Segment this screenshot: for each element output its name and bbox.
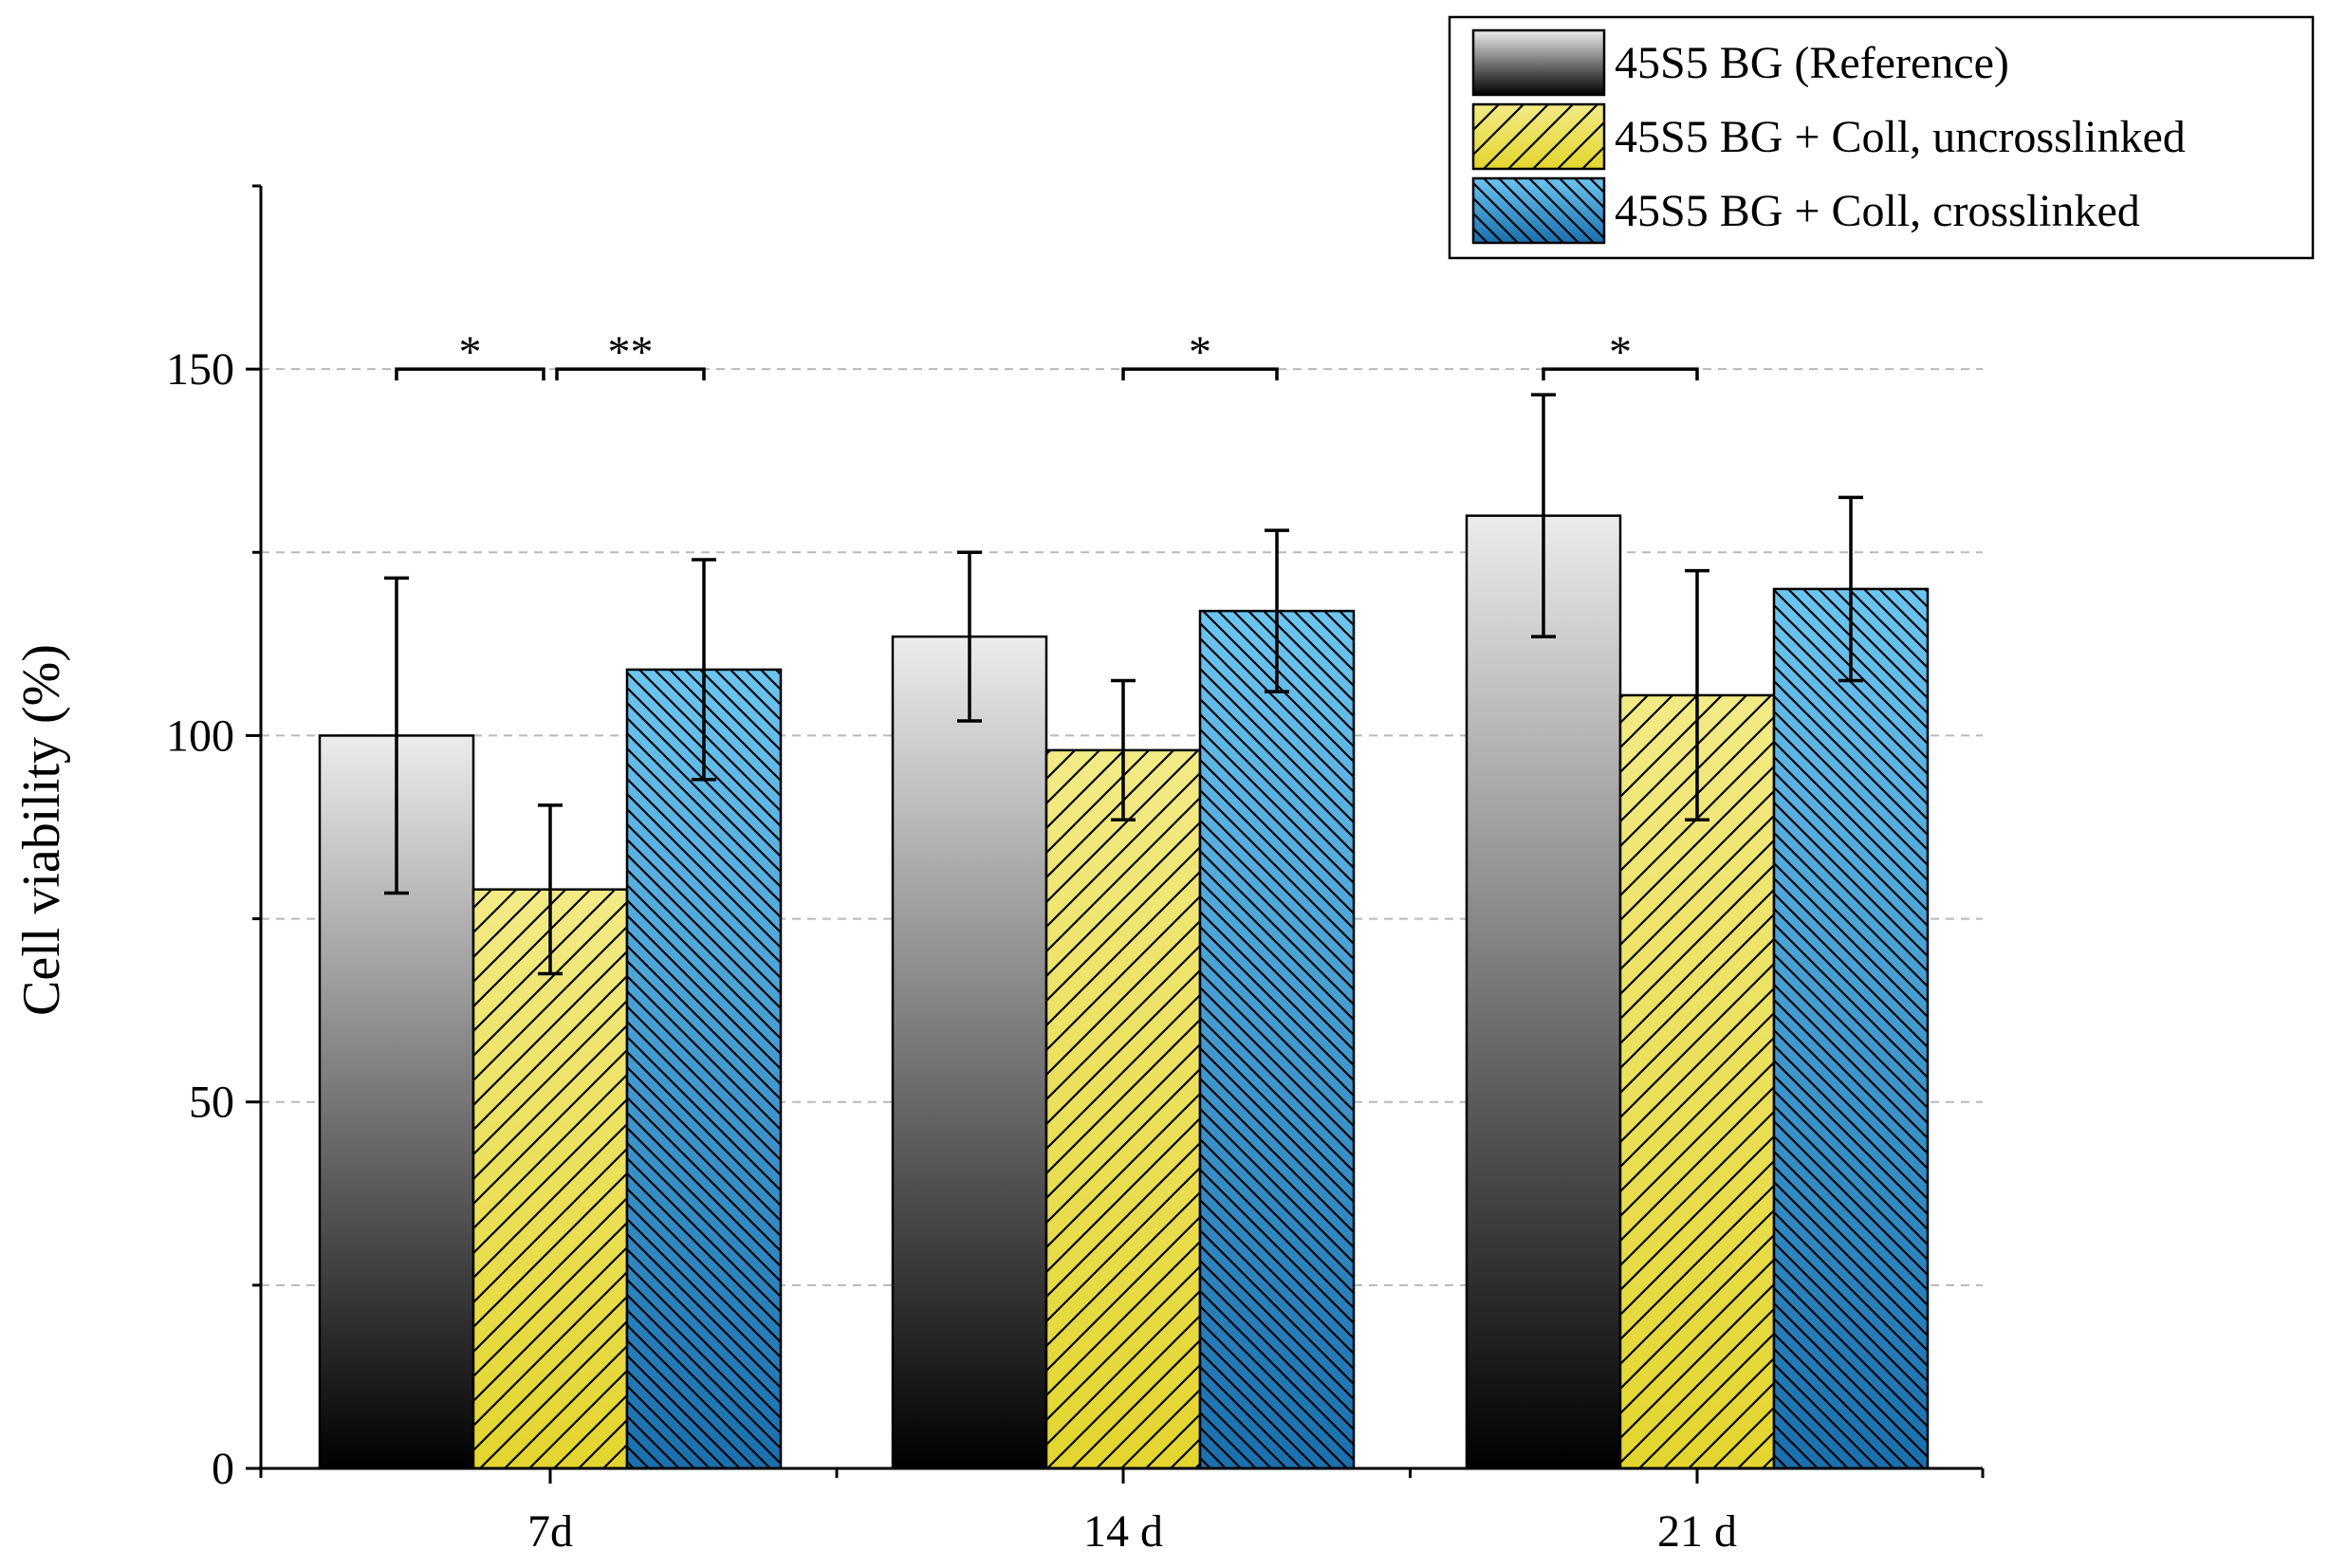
bar-hatch xyxy=(1046,749,1200,1468)
significance-bracket xyxy=(555,367,706,381)
x-ticks: 7d 14 d 21 d xyxy=(259,1468,1985,1557)
legend-swatch-outline xyxy=(1471,28,1606,97)
x-tick-label: 7d xyxy=(527,1506,573,1557)
significance-label: * xyxy=(1189,327,1211,378)
y-axis-title: Cell viability (%) xyxy=(12,644,71,1016)
legend-label: 45S5 BG + Coll, uncrosslinked xyxy=(1615,112,2186,162)
bar xyxy=(1467,515,1620,1468)
x-tick-label: 21 d xyxy=(1657,1506,1737,1557)
bar-hatch xyxy=(1774,588,1928,1468)
legend-swatch-outline xyxy=(1471,102,1606,171)
legend-swatch-outline xyxy=(1471,176,1606,245)
bar-hatch xyxy=(1620,694,1774,1468)
significance-markers: * ** * * xyxy=(395,327,1699,381)
legend-swatch xyxy=(1473,30,1604,95)
significance-label: * xyxy=(1609,327,1632,378)
y-tick-label: 50 xyxy=(189,1078,234,1128)
bar xyxy=(893,636,1046,1468)
legend-label: 45S5 BG + Coll, crosslinked xyxy=(1615,186,2140,236)
significance-label: * xyxy=(459,327,482,378)
y-tick-label: 0 xyxy=(212,1444,234,1494)
y-tick-label: 150 xyxy=(166,344,234,395)
x-tick-label: 14 d xyxy=(1083,1506,1163,1557)
y-ticks: 0 50 100 150 xyxy=(166,184,261,1494)
legend-swatch-hatch xyxy=(1473,104,1604,169)
legend: 45S5 BG (Reference) 45S5 BG + Coll, uncro… xyxy=(1448,15,2315,260)
bar-hatch xyxy=(473,889,627,1468)
bar-hatch xyxy=(1200,611,1354,1468)
significance-bracket xyxy=(1542,367,1699,381)
bars xyxy=(318,393,1930,1470)
significance-label: ** xyxy=(608,327,654,378)
bar-hatch xyxy=(627,669,781,1468)
legend-label: 45S5 BG (Reference) xyxy=(1615,38,2009,88)
significance-bracket xyxy=(1121,367,1279,381)
legend-swatch-hatch xyxy=(1473,178,1604,243)
y-tick-label: 100 xyxy=(166,710,234,761)
significance-bracket xyxy=(395,367,545,381)
